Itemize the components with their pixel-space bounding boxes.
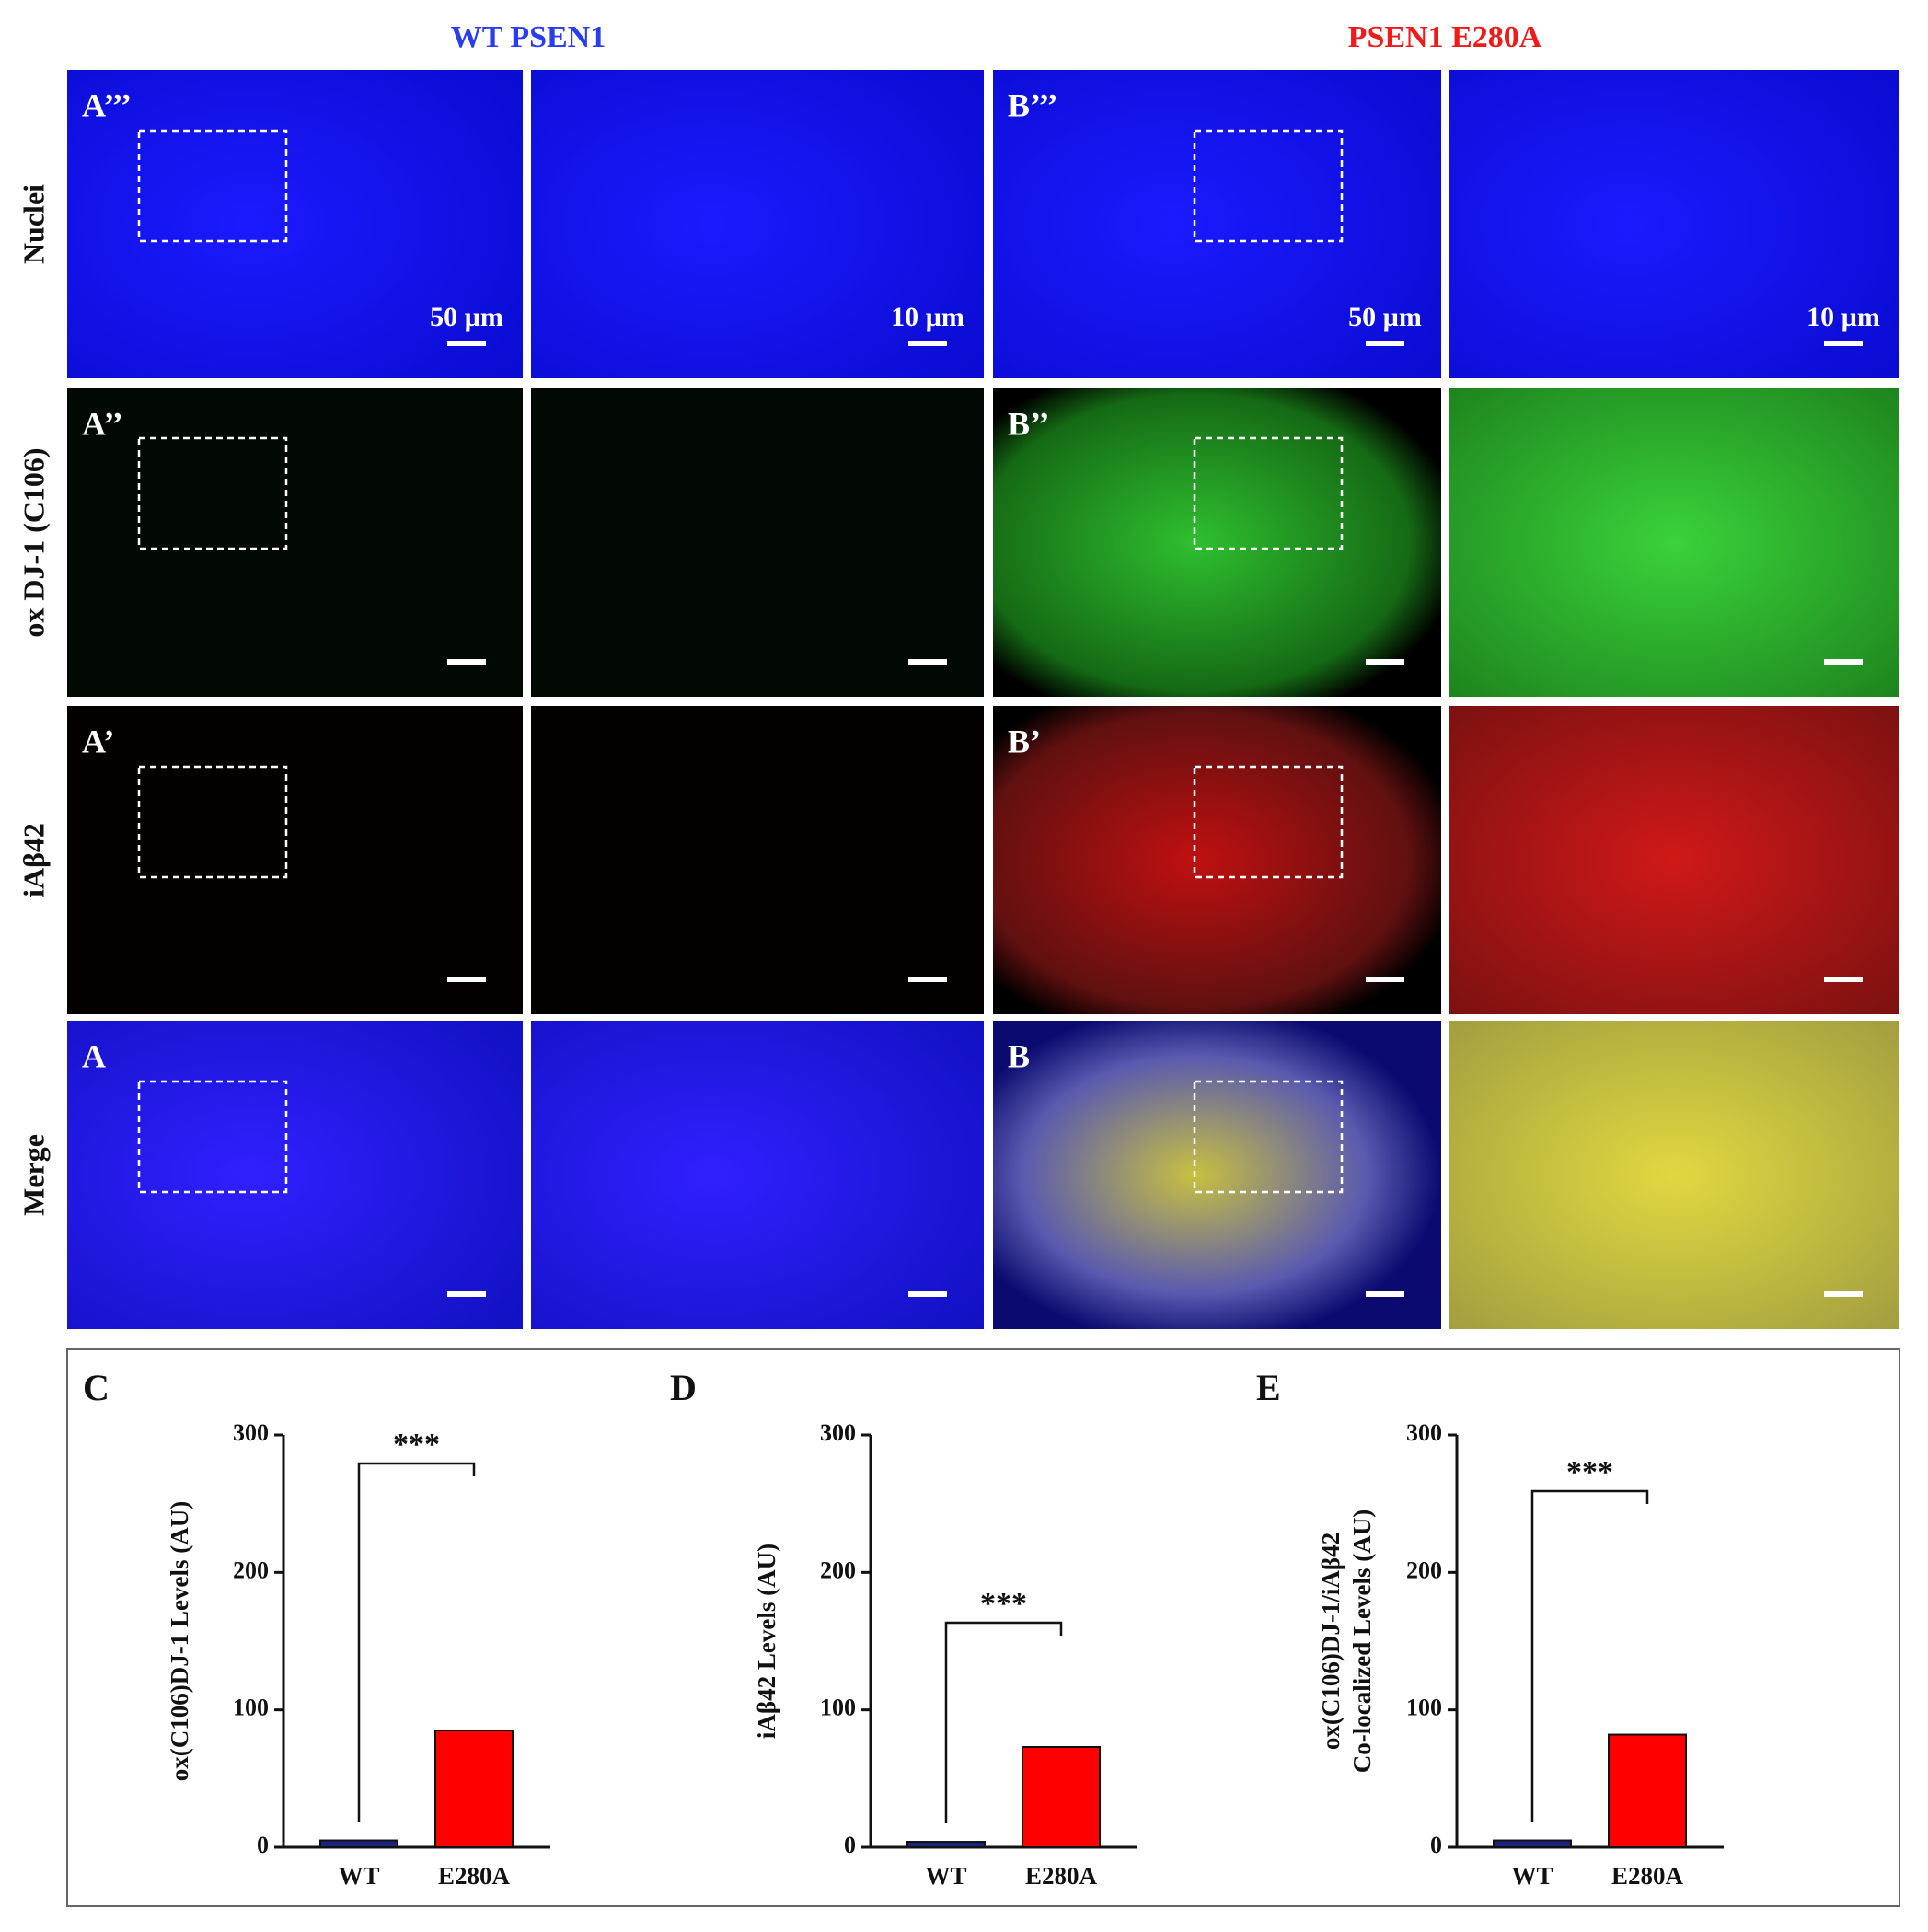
panel-label: A’’ (82, 405, 123, 442)
column-header: WT PSEN1 (451, 20, 606, 54)
bar (434, 1730, 514, 1848)
zoom-box (137, 765, 288, 879)
y-tick-label: 100 (233, 1695, 269, 1721)
x-tick-label: WT (1511, 1862, 1553, 1890)
micrograph (531, 70, 984, 378)
y-tick-label: 100 (1406, 1695, 1442, 1721)
x-tick-label: WT (338, 1862, 379, 1890)
x-tick-label: E280A (438, 1862, 511, 1890)
y-tick-label: 200 (1406, 1556, 1442, 1583)
y-tick-label: 0 (844, 1832, 856, 1858)
panel-label: A (82, 1037, 106, 1074)
x-tick-label: E280A (1025, 1862, 1098, 1890)
micrograph (1449, 706, 1899, 1014)
panel-letter: C (83, 1367, 110, 1408)
significance-bracket (1530, 1489, 1649, 1822)
micrograph (531, 1021, 984, 1329)
bar (1022, 1745, 1101, 1849)
y-tick-label: 0 (257, 1832, 269, 1858)
y-axis-label: iAβ42 Levels (AU) (753, 1544, 780, 1739)
micrograph (67, 388, 523, 697)
row-label: Merge (17, 1134, 50, 1216)
panel-label: A’’’ (82, 87, 132, 123)
row-label: iAβ42 (17, 823, 50, 897)
row-label: ox DJ-1 (C106) (17, 447, 50, 637)
micrograph (1449, 388, 1899, 697)
micrograph (993, 388, 1441, 697)
x-tick-label: E280A (1611, 1862, 1684, 1890)
significance-bracket (357, 1462, 476, 1822)
x-tick-label: WT (925, 1862, 966, 1890)
panel-label: B (1008, 1037, 1030, 1074)
row-label: Nuclei (17, 184, 50, 264)
y-tick-label: 200 (820, 1556, 856, 1583)
chart-frame (66, 1348, 1900, 1907)
panel-letter: D (670, 1367, 697, 1408)
y-tick-label: 300 (233, 1419, 269, 1446)
micrograph (993, 1021, 1441, 1329)
micrograph (993, 706, 1441, 1014)
panel-letter: E (1256, 1367, 1281, 1408)
y-axis-label: ox(C106)DJ-1 Levels (AU) (166, 1501, 193, 1781)
significance-label: *** (980, 1587, 1027, 1621)
panel-label: B’ (1008, 723, 1041, 759)
micrograph (1449, 1021, 1899, 1329)
scale-bar-label: 50 µm (1348, 302, 1422, 332)
zoom-box (137, 436, 288, 550)
scale-bar-label: 10 µm (1807, 302, 1880, 332)
micrograph (67, 1021, 523, 1329)
zoom-box (137, 1080, 288, 1194)
panel-label: B’’’ (1008, 87, 1058, 123)
y-tick-label: 0 (1430, 1832, 1442, 1858)
y-tick-label: 200 (233, 1556, 269, 1583)
panel-label: A’ (82, 723, 114, 759)
significance-bracket (944, 1621, 1063, 1824)
zoom-box (1193, 765, 1344, 879)
y-axis-label: ox(C106)DJ-1/iAβ42 (1317, 1533, 1345, 1750)
zoom-box (137, 129, 288, 243)
scale-bar-label: 10 µm (891, 302, 964, 332)
micrograph (531, 706, 984, 1014)
micrograph (67, 70, 523, 378)
micrograph (993, 70, 1441, 378)
zoom-box (1193, 129, 1344, 243)
y-tick-label: 300 (820, 1419, 856, 1446)
scale-bar-label: 50 µm (430, 302, 503, 332)
column-header: PSEN1 E280A (1348, 20, 1542, 54)
bar (906, 1841, 986, 1848)
y-tick-label: 100 (820, 1695, 856, 1721)
bar (1608, 1733, 1687, 1848)
panel-label: B’’ (1008, 405, 1049, 442)
bar (1493, 1839, 1572, 1848)
significance-label: *** (1566, 1455, 1613, 1489)
significance-label: *** (393, 1428, 440, 1462)
y-axis-label: Co-localized Levels (AU) (1348, 1510, 1376, 1773)
y-tick-label: 300 (1406, 1419, 1442, 1446)
bar (319, 1839, 398, 1848)
micrograph (1449, 70, 1899, 378)
zoom-box (1193, 1080, 1344, 1194)
micrograph (67, 706, 523, 1014)
zoom-box (1193, 436, 1344, 550)
micrograph (531, 388, 984, 697)
